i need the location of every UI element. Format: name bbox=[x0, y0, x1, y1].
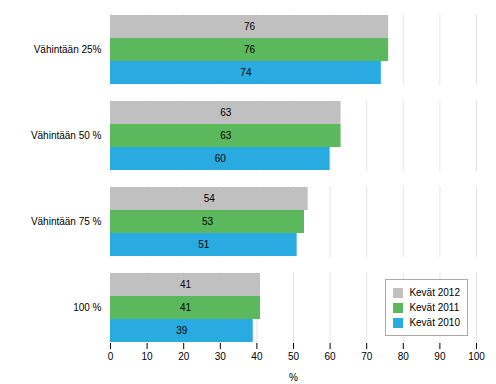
svg-text:51: 51 bbox=[198, 239, 210, 250]
html-text:Kevät 2011: Kevät 2011 bbox=[409, 302, 460, 313]
svg-text:74: 74 bbox=[240, 67, 252, 78]
svg-text:100 %: 100 % bbox=[73, 302, 101, 313]
svg-text:80: 80 bbox=[398, 351, 410, 362]
svg-text:Vähintään 25%: Vähintään 25% bbox=[34, 44, 102, 55]
svg-text:0: 0 bbox=[108, 351, 114, 362]
html-text:Kevät 2012: Kevät 2012 bbox=[409, 287, 460, 298]
svg-text:70: 70 bbox=[361, 351, 373, 362]
html-text:Kevät 2010: Kevät 2010 bbox=[409, 317, 460, 328]
svg-text:60: 60 bbox=[215, 153, 227, 164]
svg-text:76: 76 bbox=[244, 21, 256, 32]
svg-text:41: 41 bbox=[180, 302, 192, 313]
svg-text:60: 60 bbox=[325, 351, 337, 362]
svg-text:90: 90 bbox=[434, 351, 446, 362]
svg-text:40: 40 bbox=[251, 351, 263, 362]
svg-text:54: 54 bbox=[204, 193, 216, 204]
svg-text:63: 63 bbox=[220, 130, 232, 141]
svg-text:30: 30 bbox=[215, 351, 227, 362]
svg-text:53: 53 bbox=[202, 216, 214, 227]
svg-text:%: % bbox=[289, 372, 298, 383]
svg-text:20: 20 bbox=[178, 351, 190, 362]
svg-text:39: 39 bbox=[176, 325, 188, 336]
svg-text:76: 76 bbox=[244, 44, 256, 55]
svg-text:41: 41 bbox=[180, 279, 192, 290]
svg-text:Vähintään 75 %: Vähintään 75 % bbox=[31, 216, 102, 227]
svg-text:Vähintään 50 %: Vähintään 50 % bbox=[31, 130, 102, 141]
svg-text:100: 100 bbox=[468, 351, 485, 362]
svg-text:63: 63 bbox=[220, 107, 232, 118]
svg-text:50: 50 bbox=[288, 351, 300, 362]
svg-text:10: 10 bbox=[142, 351, 154, 362]
